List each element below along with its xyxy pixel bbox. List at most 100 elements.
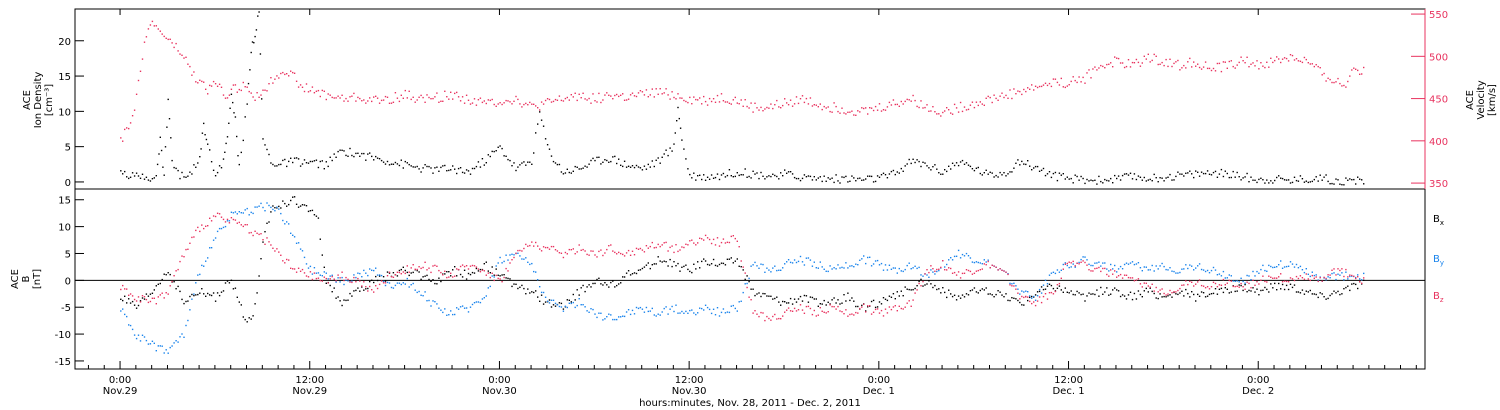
bz-point	[1250, 287, 1252, 289]
density-point	[1220, 168, 1223, 171]
by-point	[390, 286, 393, 289]
bz-point	[424, 261, 426, 263]
bx-point	[995, 293, 997, 296]
bx-point	[706, 263, 709, 266]
bz-point	[784, 311, 786, 313]
velocity-point	[580, 97, 582, 99]
velocity-point	[641, 91, 644, 93]
by-point	[863, 255, 865, 257]
bz-point	[268, 241, 270, 243]
by-point	[748, 277, 750, 280]
by-point	[264, 210, 266, 212]
bz-point	[677, 250, 679, 253]
bx-point	[625, 272, 628, 274]
bz-point	[317, 277, 320, 279]
velocity-point	[699, 97, 701, 99]
bx-point	[857, 305, 859, 308]
bz-point	[481, 269, 484, 271]
bx-point	[507, 277, 509, 280]
bz-point	[1252, 279, 1254, 281]
bz-point	[987, 260, 989, 263]
by-point	[256, 206, 258, 208]
velocity-point	[851, 110, 853, 112]
bx-point	[521, 284, 523, 287]
velocity-point	[594, 100, 596, 102]
density-point	[237, 155, 239, 157]
velocity-point	[1098, 67, 1100, 69]
bz-point	[513, 256, 515, 259]
velocity-point	[124, 128, 126, 131]
bz-point	[706, 237, 709, 239]
bz-point	[467, 268, 470, 270]
bx-point	[210, 294, 213, 297]
velocity-point	[742, 105, 744, 107]
density-point	[288, 160, 290, 163]
density-point	[942, 173, 944, 175]
bx-point	[1104, 291, 1106, 293]
bx-point	[544, 301, 547, 303]
bx-point	[973, 287, 976, 289]
bx-point	[264, 231, 266, 233]
bx-point	[1058, 285, 1061, 287]
by-point	[1220, 275, 1223, 277]
bz-point	[195, 229, 197, 232]
bx-point	[847, 292, 849, 294]
by-point	[1191, 265, 1193, 267]
density-point	[995, 174, 997, 177]
bz-point	[1335, 274, 1337, 276]
bz-point	[1033, 301, 1035, 303]
bx-point	[817, 305, 819, 307]
velocity-point	[467, 99, 470, 101]
bx-point	[1151, 290, 1153, 293]
bz-point	[760, 311, 762, 314]
bx-point	[898, 295, 900, 297]
by-point	[876, 259, 879, 262]
velocity-point	[1204, 61, 1207, 63]
velocity-point	[586, 99, 588, 101]
density-point	[963, 163, 966, 165]
bz-point	[795, 310, 798, 312]
velocity-point	[384, 95, 387, 98]
bz-point	[665, 241, 667, 244]
bz-point	[612, 250, 614, 252]
by-point	[535, 271, 537, 273]
bz-point	[851, 313, 853, 315]
velocity-point	[151, 20, 154, 23]
by-point	[169, 346, 171, 349]
velocity-point	[1102, 65, 1104, 68]
bz-point	[193, 236, 195, 238]
velocity-point	[1029, 88, 1031, 90]
by-point	[359, 272, 361, 275]
by-point	[691, 309, 693, 311]
by-point	[1036, 295, 1039, 297]
by-point	[438, 307, 440, 309]
by-point	[1141, 270, 1143, 272]
bz-point	[780, 318, 782, 320]
by-point	[1050, 272, 1053, 274]
bz-point	[1232, 285, 1234, 288]
bx-point	[177, 285, 179, 288]
by-point	[734, 307, 736, 310]
bx-point	[718, 263, 721, 266]
by-point	[323, 271, 325, 273]
density-point	[242, 139, 244, 142]
bx-point	[1064, 287, 1066, 289]
by-point	[1281, 267, 1284, 269]
bx-point	[230, 279, 233, 281]
density-point	[1359, 178, 1361, 180]
velocity-point	[1121, 62, 1124, 64]
bx-point	[311, 209, 314, 212]
velocity-point	[1293, 59, 1296, 61]
bz-point	[811, 313, 814, 316]
by-point	[297, 242, 300, 244]
bx-point	[214, 300, 217, 302]
by-point	[288, 223, 290, 225]
bx-point	[1017, 299, 1019, 302]
density-point	[971, 168, 974, 170]
bz-point	[963, 272, 966, 274]
density-point	[1151, 180, 1153, 182]
by-point	[531, 262, 533, 265]
by-point	[149, 343, 152, 345]
by-point	[497, 262, 499, 264]
by-point	[258, 205, 260, 207]
